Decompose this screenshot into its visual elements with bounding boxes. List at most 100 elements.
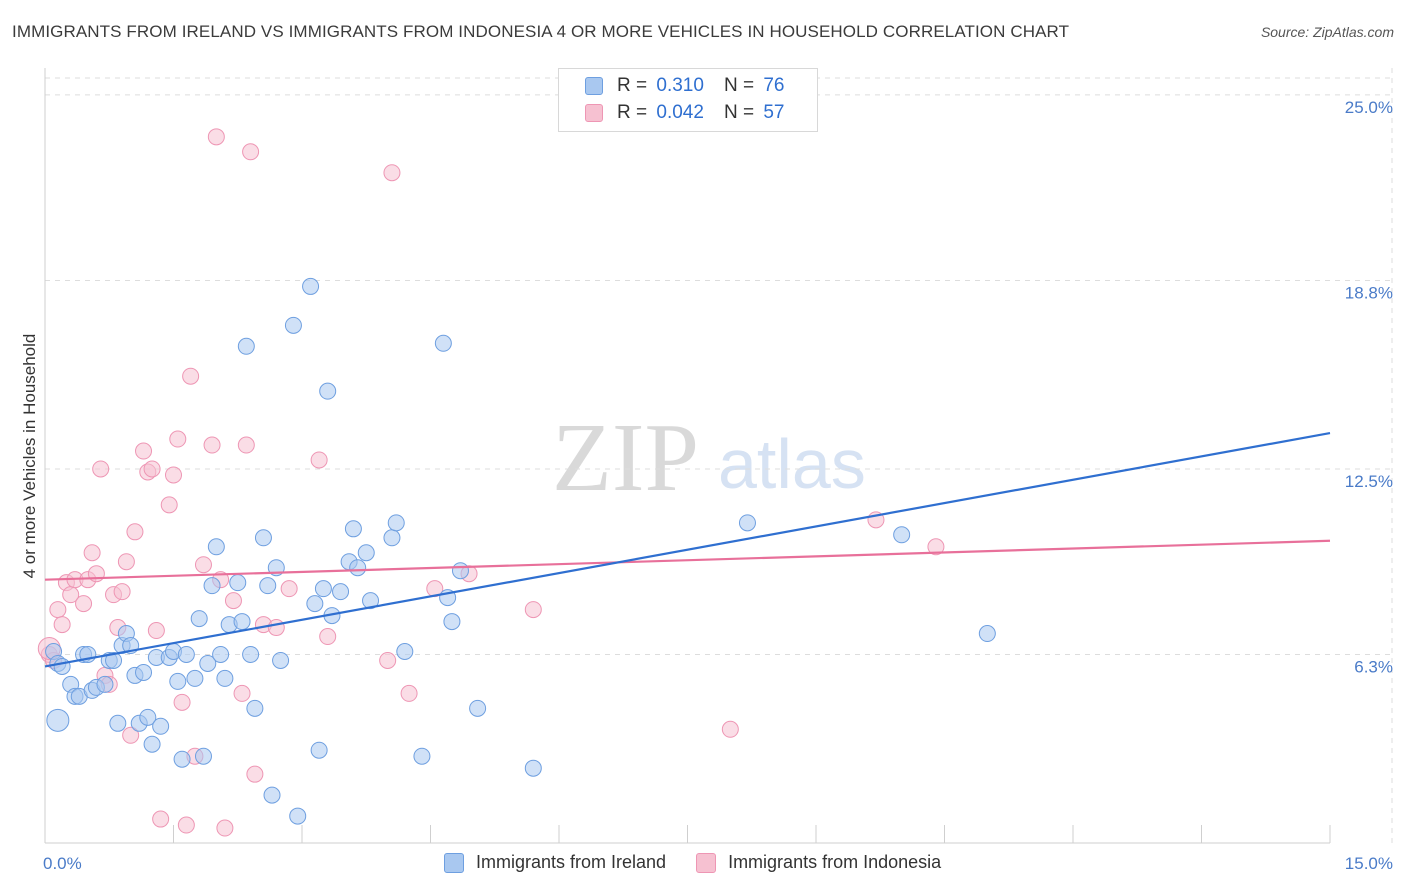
indonesia-point [113,583,131,601]
indonesia-point [267,619,285,637]
ireland-point [349,559,367,577]
legend-label-indonesia: Immigrants from Indonesia [728,852,942,872]
series-legend: Immigrants from Ireland Immigrants from … [444,852,971,873]
indonesia-point [216,819,234,837]
y-tick-label: 25.0% [1345,98,1393,117]
series-ireland-points [45,277,996,825]
indonesia-point [75,595,93,613]
n-label: N = [723,75,755,96]
legend-item-ireland: Immigrants from Ireland [444,852,666,873]
ireland-point [152,717,170,735]
indonesia-point [122,726,140,744]
r-value: 0.042 [656,102,704,123]
ireland-point [738,514,756,532]
indonesia-point [319,628,337,646]
ireland-point [96,675,114,693]
ireland-point [978,625,996,643]
indonesia-point [169,430,187,448]
ireland-trend-line [44,431,1331,668]
ireland-point [289,807,307,825]
indonesia-point [237,436,255,454]
ireland-point [344,520,362,538]
ireland-point [332,583,350,601]
indonesia-point [203,436,221,454]
ireland-point [396,642,414,660]
indonesia-point [310,451,328,469]
indonesia-point [194,556,212,574]
ireland-point [194,747,212,765]
indonesia-trend-line [44,539,1331,581]
indonesia-point [246,765,264,783]
indonesia-point [165,466,182,484]
r-label: R = [617,75,648,96]
indonesia-point [242,143,260,161]
indonesia-point [400,684,418,702]
indonesia-point [53,616,71,634]
ireland-point [229,574,247,592]
ireland-point [383,529,401,547]
ireland-point [143,735,161,753]
x-tick-labels: 0.0% 15.0% [43,854,1393,873]
y-tick-label: 6.3% [1354,657,1393,676]
indonesia-point [224,592,242,610]
ireland-point [233,613,251,631]
r-value: 0.310 [656,75,704,96]
ireland-point [207,538,225,556]
ireland-point [387,514,405,532]
ireland-point [451,562,469,580]
ireland-point [190,610,208,628]
legend-row-indonesia: R = 0.042 N = 57 [585,102,784,124]
ireland-point [212,645,230,663]
ireland-point [216,669,234,687]
ireland-point [246,699,264,717]
ireland-point [443,613,461,631]
legend-item-indonesia: Immigrants from Indonesia [696,852,941,873]
ireland-point [186,669,204,687]
indonesia-point [182,367,200,385]
indonesia-point [177,816,195,834]
ireland-swatch [444,852,464,873]
ireland-point [259,577,277,595]
ireland-point [314,580,332,598]
watermark-zip: ZIP [552,404,699,512]
n-value: 76 [763,75,785,96]
indonesia-point [147,622,165,640]
y-tick-label: 18.8% [1345,283,1393,302]
indonesia-point [92,460,110,478]
n-label: N = [723,102,755,123]
watermark-atlas: atlas [718,425,866,503]
indonesia-point [173,693,191,711]
legend-label-ireland: Immigrants from Ireland [476,852,667,872]
ireland-point [306,595,324,613]
ireland-point [272,651,290,669]
ireland-point [284,316,302,334]
ireland-point [53,657,71,675]
indonesia-point [83,544,101,562]
stats-legend: R = 0.310 N = 76 R = 0.042 N = 57 [558,68,818,132]
ireland-point [199,654,217,672]
ireland-point [203,577,221,595]
ireland-point [139,708,157,726]
indonesia-point [49,601,67,619]
indonesia-point [383,164,401,182]
ireland-point [357,544,375,562]
indonesia-point [126,523,144,541]
n-value: 57 [763,102,785,123]
ireland-point [362,592,380,610]
ireland-point [173,750,191,768]
x-tick-label: 15.0% [1345,854,1393,873]
trend-lines [44,431,1331,668]
indonesia-point [233,684,251,702]
ireland-point [893,526,911,544]
ireland-swatch [585,77,603,95]
ireland-point [242,645,260,663]
indonesia-point [117,553,135,571]
r-label: R = [617,102,648,123]
y-tick-labels: 6.3% 12.5% 18.8% 25.0% [1345,98,1393,677]
indonesia-point [721,720,739,738]
ireland-point [302,277,320,295]
ireland-point [135,663,153,681]
ireland-point [469,699,487,717]
indonesia-point [927,538,945,556]
ireland-point [413,747,431,765]
